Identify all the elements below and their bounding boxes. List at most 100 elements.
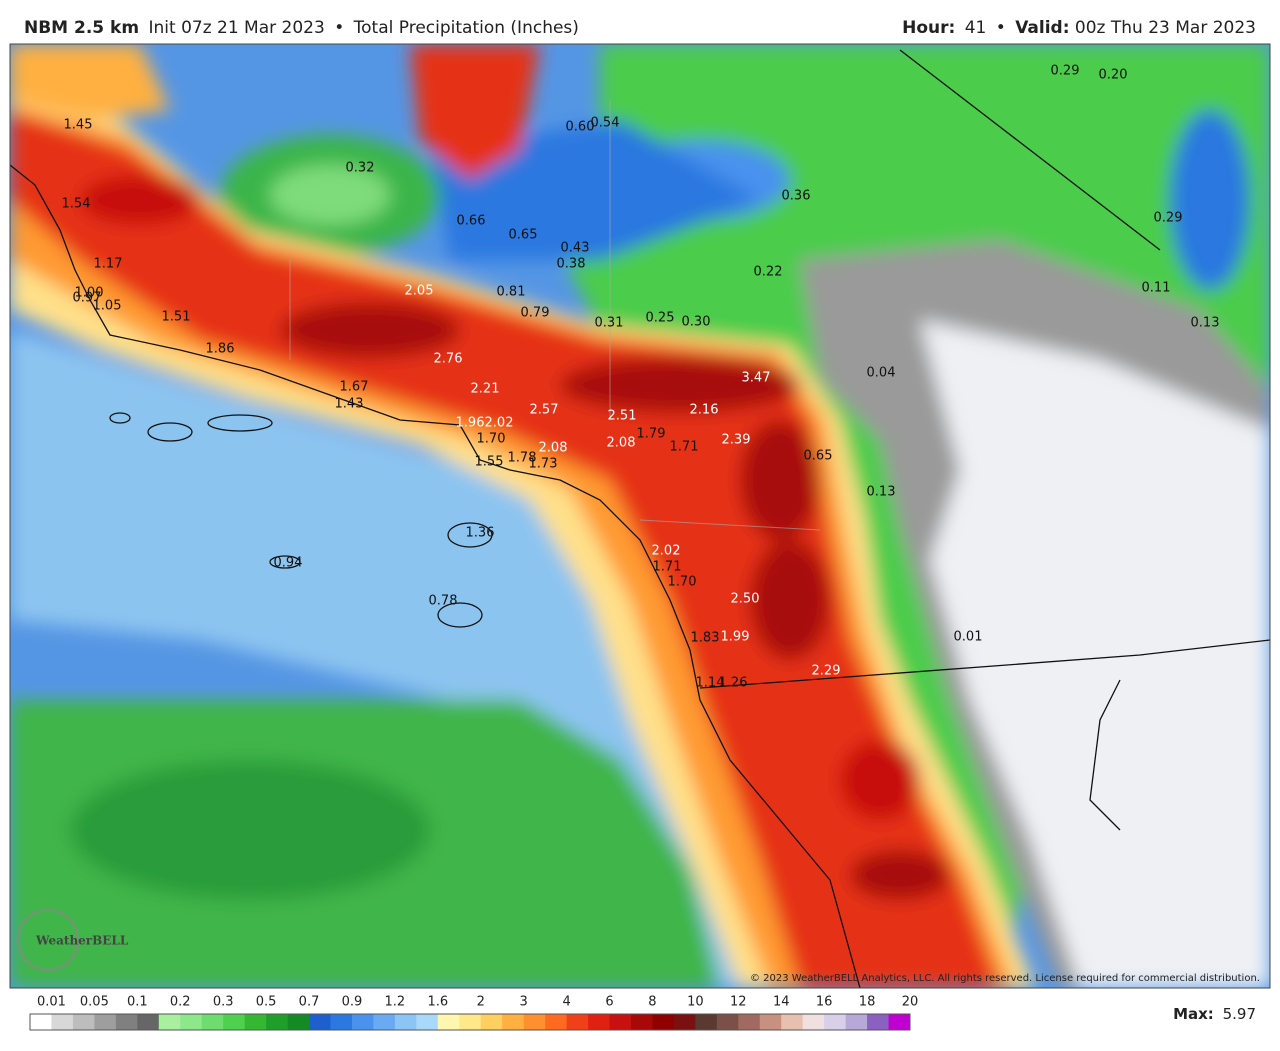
legend-label: 0.2 [170, 995, 191, 1010]
legend-swatch [716, 1014, 739, 1030]
legend-label: 8 [648, 995, 656, 1010]
precip-label: 2.16 [690, 403, 719, 418]
precip-label: 1.17 [94, 257, 123, 272]
legend-swatch [351, 1014, 374, 1030]
precip-label: 0.38 [557, 257, 586, 272]
precip-label: 2.08 [539, 441, 568, 456]
precip-label: 1.79 [637, 427, 666, 442]
legend: 0.01 0.05 0.1 0.2 0.3 0.5 0.7 0.9 1.2 1.6 2 3 4 6 8 10 1… [29, 995, 918, 1031]
precip-label: 0.04 [867, 366, 896, 381]
precip-label: 0.36 [782, 189, 811, 204]
legend-swatch [824, 1014, 846, 1030]
max: Max: 5.97 [1173, 1005, 1256, 1023]
header-right: Hour: 41 • Valid: 00z Thu 23 Mar 2023 [902, 18, 1256, 38]
legend-swatch [309, 1014, 331, 1030]
legend-label: 0.05 [80, 995, 109, 1010]
legend-label: 14 [773, 995, 790, 1010]
precip-label: 0.60 [566, 120, 595, 135]
precip-label: 0.65 [804, 449, 833, 464]
legend-label: 12 [730, 995, 747, 1010]
precip-label: 0.43 [561, 241, 590, 256]
legend-label: 4 [562, 995, 570, 1010]
precip-label: 0.97 [73, 291, 102, 306]
hour-label: Hour: [902, 18, 955, 38]
precip-label: 0.01 [954, 630, 983, 645]
legend-swatch [244, 1014, 267, 1030]
precip-label: 1.71 [670, 440, 699, 455]
product: Total Precipitation (Inches) [353, 18, 579, 38]
legend-swatch [437, 1014, 460, 1030]
max-value: 5.97 [1223, 1005, 1256, 1023]
header-left: NBM 2.5 km Init 07z 21 Mar 2023 • Total … [24, 18, 579, 38]
legend-swatch [588, 1014, 610, 1030]
precip-label: 1.26 [719, 676, 748, 691]
precip-label: 2.02 [485, 416, 514, 431]
precip-label: 0.79 [521, 306, 550, 321]
precip-label: 1.78 [508, 451, 537, 466]
precip-label: 0.31 [595, 316, 624, 331]
legend-swatch [867, 1014, 889, 1030]
legend-swatch [180, 1014, 203, 1030]
precip-label: 0.66 [457, 214, 486, 229]
legend-swatch [94, 1014, 117, 1030]
precip-label: 1.67 [340, 380, 369, 395]
precip-label: 0.13 [867, 485, 896, 500]
legend-swatch [115, 1014, 138, 1030]
legend-label: 18 [859, 995, 876, 1010]
precip-label: 1.83 [691, 631, 720, 646]
precip-label: 0.78 [429, 594, 458, 609]
precip-label: 0.29 [1154, 211, 1183, 226]
precip-label: 0.11 [1142, 281, 1171, 296]
precip-label: 1.55 [475, 455, 504, 470]
legend-swatch [673, 1014, 696, 1030]
precip-label: 1.70 [477, 432, 506, 447]
legend-label: 1.6 [427, 995, 448, 1010]
legend-label: 0.5 [256, 995, 277, 1010]
init: Init 07z 21 Mar 2023 [148, 18, 324, 38]
legend-swatch [137, 1014, 160, 1030]
precip-label: 2.57 [530, 403, 559, 418]
valid-label: Valid: [1015, 18, 1069, 38]
precip-label: 1.71 [653, 560, 682, 575]
legend-swatch [802, 1014, 825, 1030]
legend-frame [29, 1013, 911, 1031]
legend-swatch [201, 1014, 224, 1030]
legend-swatch [502, 1014, 524, 1030]
legend-swatch [523, 1014, 546, 1030]
model: NBM 2.5 km [24, 18, 139, 38]
precip-label: 0.32 [346, 161, 375, 176]
precip-label: 0.30 [682, 315, 711, 330]
precip-label: 2.02 [652, 544, 681, 559]
legend-label: 3 [520, 995, 528, 1010]
precip-label: 1.73 [529, 457, 558, 472]
precip-label: 1.54 [62, 197, 91, 212]
legend-swatch [287, 1014, 310, 1030]
precip-label: 1.70 [668, 575, 697, 590]
precip-label: 2.50 [731, 592, 760, 607]
precip-label: 1.43 [335, 397, 364, 412]
legend-label: 0.01 [37, 995, 66, 1010]
precip-label: 1.00 [75, 286, 104, 301]
precip-label: 3.47 [742, 371, 771, 386]
map: 0.29 0.20 1.45 0.600.54 0.32 0.36 1.54 0.29 0.66… [10, 44, 1270, 988]
precip-label: 2.05 [405, 284, 434, 299]
legend-swatch [373, 1014, 396, 1030]
precip-label: 1.96 [456, 416, 485, 431]
legend-label: 10 [687, 995, 704, 1010]
precip-label: 2.76 [434, 352, 463, 367]
precip-label: 1.99 [721, 630, 750, 645]
legend-swatch [888, 1014, 911, 1030]
precip-label: 0.54 [591, 116, 620, 131]
legend-swatch [695, 1014, 718, 1030]
precip-label: 0.20 [1099, 68, 1128, 83]
precip-label: 1.86 [206, 342, 235, 357]
precip-label: 2.21 [471, 382, 500, 397]
legend-swatch [738, 1014, 761, 1030]
precip-label: 0.94 [274, 556, 303, 571]
legend-swatch [30, 1014, 52, 1030]
precip-label: 1.05 [93, 299, 122, 314]
precip-label: 0.25 [646, 311, 675, 326]
precip-label: 2.29 [812, 664, 841, 679]
